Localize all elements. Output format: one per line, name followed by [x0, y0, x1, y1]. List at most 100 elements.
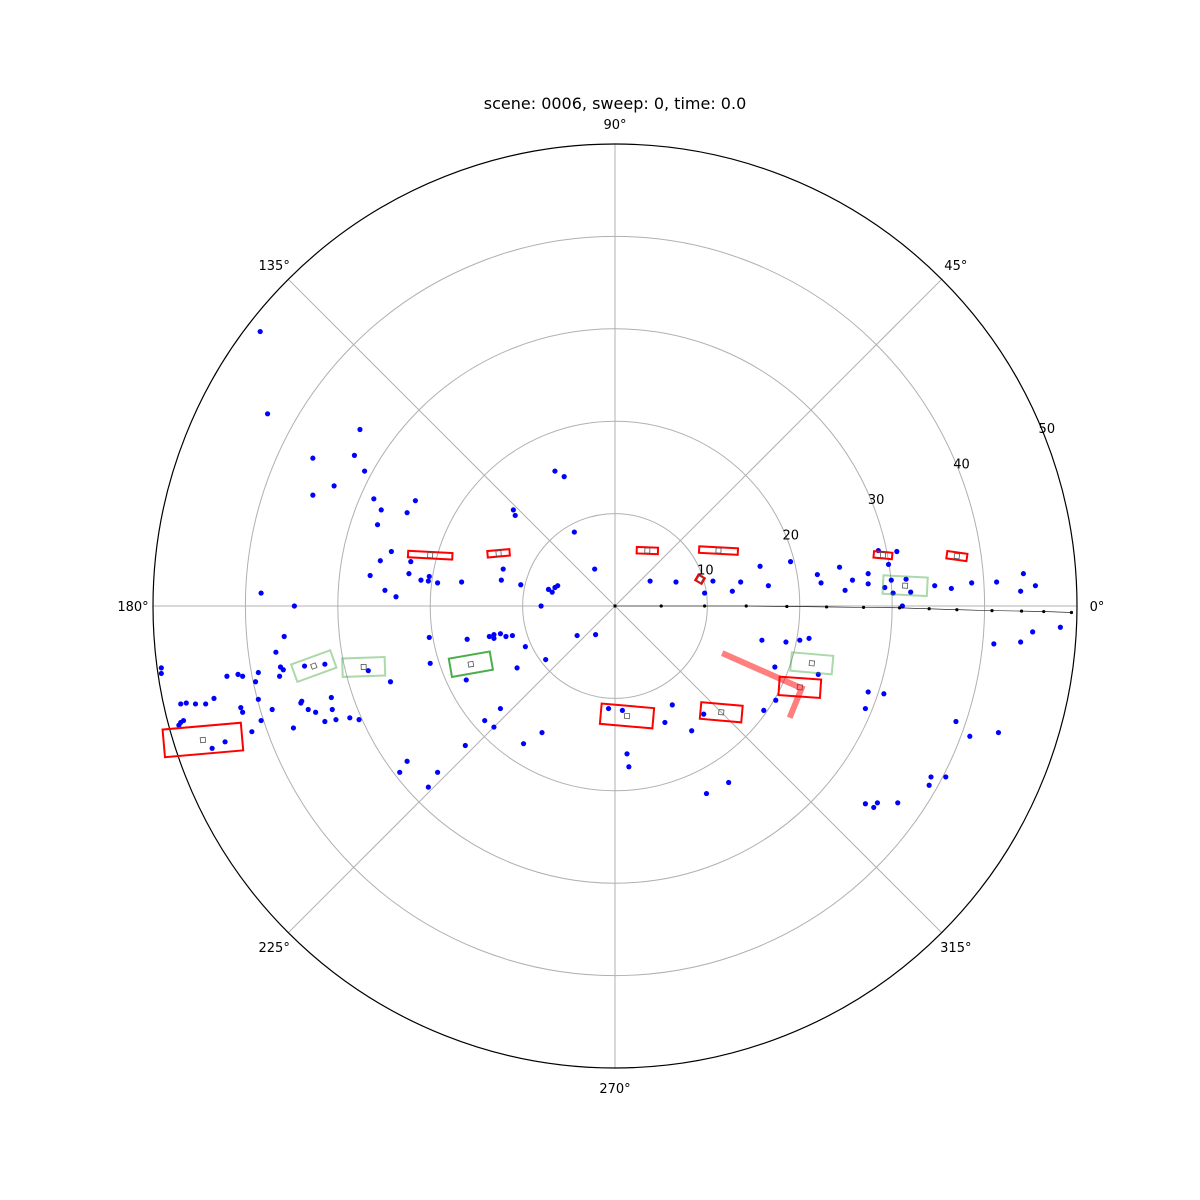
- radar-point: [994, 579, 1000, 585]
- radar-point: [512, 512, 518, 519]
- radar-point: [624, 751, 630, 757]
- r-gridline-2: [337, 328, 893, 884]
- detection-box-7-center-marker: [623, 712, 631, 720]
- radar-point: [367, 572, 373, 579]
- radar-point: [703, 790, 710, 797]
- radar-point: [158, 670, 164, 677]
- radar-point: [1032, 583, 1039, 589]
- radar-point: [305, 706, 311, 713]
- radar-point: [1057, 624, 1063, 630]
- theta-gridline-7: [614, 605, 943, 934]
- polar-grid: [152, 143, 1078, 1069]
- radar-point: [926, 782, 932, 788]
- radar-point: [662, 719, 668, 726]
- radar-point: [258, 590, 264, 596]
- radar-point: [552, 468, 558, 474]
- radar-point: [689, 728, 695, 734]
- trajectory-point: [613, 604, 617, 608]
- detection-box-0-center-marker: [644, 547, 651, 554]
- radar-point: [238, 705, 244, 711]
- trajectory-point: [1019, 609, 1024, 613]
- radar-point: [235, 671, 241, 677]
- radar-point: [273, 649, 279, 655]
- theta-tick-label: 270°: [599, 1082, 630, 1097]
- theta-tick-label: 135°: [259, 259, 290, 274]
- radar-point: [328, 694, 334, 701]
- trajectory-point: [927, 607, 931, 611]
- gt-box-4: [289, 648, 338, 684]
- radar-point: [434, 769, 441, 775]
- detection-box-8: [698, 701, 744, 724]
- radar-point: [865, 689, 871, 695]
- radar-point: [967, 733, 973, 739]
- radar-point: [574, 632, 580, 639]
- radar-point: [257, 328, 263, 335]
- radar-point: [510, 507, 516, 513]
- detection-box-1: [697, 545, 740, 556]
- radar-point: [183, 700, 189, 706]
- radar-point: [991, 641, 997, 647]
- radar-point: [865, 571, 871, 577]
- radar-point: [729, 588, 735, 594]
- radar-point: [178, 701, 184, 707]
- radar-point: [240, 709, 246, 715]
- radar-point: [498, 577, 504, 583]
- radar-point: [211, 695, 217, 702]
- radar-point: [426, 634, 432, 641]
- radar-point: [953, 718, 959, 725]
- detection-box-8-outline: [698, 701, 744, 724]
- r-gridline-1: [429, 420, 801, 792]
- radar-point: [885, 561, 892, 568]
- trajectory-point: [703, 604, 707, 608]
- radar-point: [710, 578, 716, 584]
- radar-point: [222, 739, 228, 745]
- detection-box-3: [872, 550, 894, 561]
- theta-gridline-1: [614, 278, 943, 607]
- radar-point: [647, 578, 653, 584]
- trajectory-point: [785, 604, 789, 609]
- detection-box-6-outline: [486, 548, 511, 559]
- radar-point: [626, 764, 632, 770]
- radar-point: [757, 563, 763, 569]
- radar-point: [310, 492, 316, 498]
- radar-point: [605, 705, 612, 712]
- detection-box-0-outline: [635, 545, 660, 556]
- radar-point: [269, 706, 275, 713]
- detection-box-2-center-marker: [696, 575, 704, 584]
- radar-point: [1018, 588, 1024, 594]
- radar-point: [520, 741, 527, 747]
- radar-point: [882, 584, 888, 591]
- radar-point: [995, 729, 1002, 736]
- r-tick-label: 10: [697, 564, 714, 579]
- radar-point: [178, 719, 184, 726]
- radar-point: [459, 579, 465, 585]
- radar-point: [255, 669, 261, 676]
- gt-box-4-outline: [289, 648, 338, 684]
- radar-point: [894, 548, 900, 555]
- radar-point: [806, 635, 812, 641]
- theta-tick-label: 0°: [1090, 600, 1105, 615]
- theta-tick-label: 225°: [259, 941, 290, 956]
- radar-point: [252, 679, 259, 685]
- detection-box-6-center-marker: [495, 550, 502, 557]
- radar-point: [797, 637, 803, 643]
- radar-point: [361, 468, 368, 474]
- radar-point: [862, 801, 869, 807]
- trajectory-point: [955, 608, 959, 612]
- radar-point: [463, 677, 469, 683]
- radar-point: [388, 548, 394, 555]
- r-tick-label: 30: [868, 493, 885, 508]
- detection-box-10: [161, 721, 245, 759]
- radar-point: [862, 705, 869, 712]
- radar-point: [865, 581, 871, 587]
- radar-point: [1020, 571, 1027, 577]
- trajectory-point: [744, 604, 748, 608]
- radar-point: [549, 589, 555, 595]
- radar-point: [514, 665, 520, 671]
- radar-point: [818, 580, 824, 586]
- radar-point: [255, 696, 261, 702]
- gt-box-0: [789, 651, 835, 676]
- radar-point: [351, 452, 358, 458]
- radar-point: [545, 586, 552, 592]
- radar-point: [888, 577, 894, 583]
